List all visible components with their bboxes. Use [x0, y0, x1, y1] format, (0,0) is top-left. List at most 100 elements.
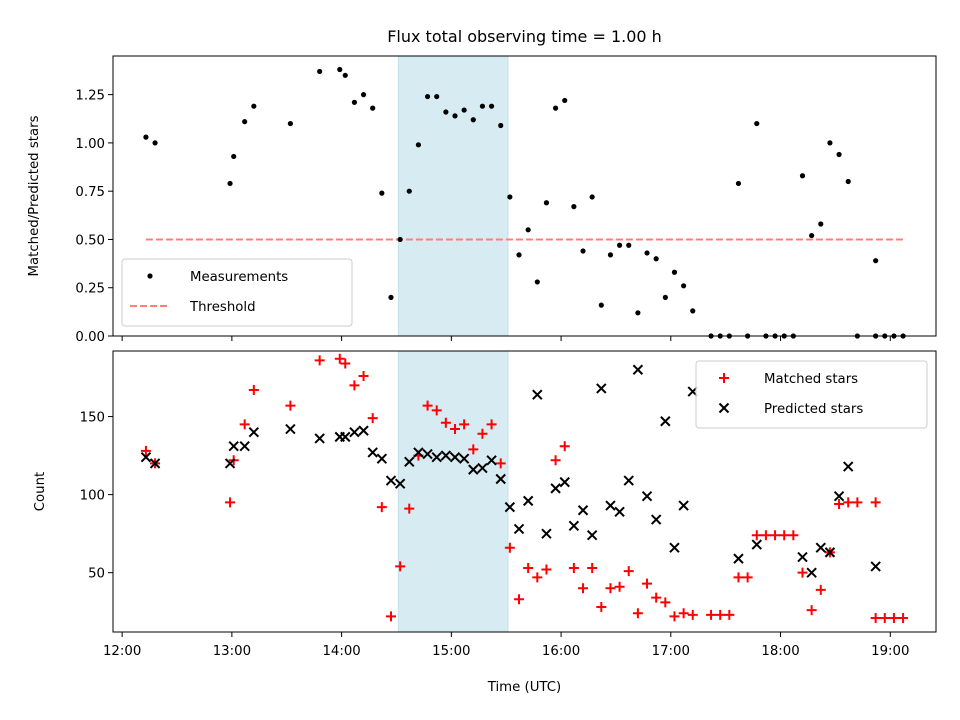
count-axes-frame [112, 350, 937, 633]
measurements-point [434, 93, 440, 100]
measurements-point [227, 180, 233, 187]
predicted-stars-point [367, 447, 378, 458]
predicted-stars-point [513, 523, 525, 535]
predicted-stars-point [678, 500, 689, 511]
measurements-point [406, 188, 412, 194]
predicted-stars-point [650, 514, 662, 525]
predicted-stars-point [458, 453, 470, 464]
matched-stars-point [340, 358, 351, 369]
matched-stars-point [788, 530, 799, 541]
measurements-point [607, 252, 614, 258]
matched-stars-point [140, 445, 151, 456]
measurements-point [671, 269, 678, 275]
matched-stars-point [815, 584, 826, 595]
predicted-stars-point [149, 458, 161, 469]
matched-stars-point [623, 566, 634, 577]
predicted-stars-point [806, 567, 817, 578]
measurements-point [552, 105, 559, 111]
measurements-point [388, 294, 394, 300]
matched-stars-point [751, 530, 762, 541]
matched-stars-point [870, 612, 881, 623]
matched-stars-point [806, 605, 817, 616]
measurements-point [589, 194, 595, 200]
predicted-stars-point [586, 530, 598, 541]
matched-stars-point [404, 503, 415, 514]
legend-matched-stars-label: Matched stars [764, 372, 858, 387]
predicted-stars-point [431, 451, 442, 463]
predicted-stars-point [413, 447, 424, 458]
matched-stars-point [248, 385, 259, 396]
predicted-stars-point [314, 433, 325, 444]
measurements-point [735, 180, 742, 187]
x-tick-label: 13:00 [213, 644, 251, 659]
measurements-point [598, 302, 604, 308]
predicted-stars-point [349, 426, 360, 438]
y-tick-label: 1.25 [75, 89, 105, 104]
y-tick-label: 100 [80, 489, 105, 504]
x-tick-label: 16:00 [542, 644, 580, 659]
predicted-stars-point [568, 520, 580, 532]
measurements-point [827, 140, 833, 146]
matched-stars-point [450, 424, 461, 435]
matched-stars-point [888, 612, 899, 623]
predicted-stars-point [394, 478, 406, 489]
matched-stars-point [495, 458, 506, 469]
matched-stars-point [843, 497, 854, 508]
matched-stars-point [532, 572, 543, 583]
legend-predicted-stars-swatch [718, 402, 730, 414]
predicted-stars-point [340, 431, 351, 443]
predicted-stars-point [824, 547, 836, 558]
predicted-stars-point [541, 528, 552, 539]
measurements-point [507, 194, 513, 200]
matched-stars-point [568, 562, 579, 573]
matched-stars-point [358, 370, 369, 381]
measurements-point [452, 113, 458, 119]
predicted-stars-point [468, 464, 479, 475]
matched-stars-point [385, 611, 396, 622]
predicted-stars-point [797, 551, 808, 563]
measurements-point [415, 142, 422, 148]
predicted-stars-point [577, 505, 589, 516]
measurements-point [424, 93, 431, 100]
predicted-stars-point [733, 553, 744, 564]
matched-stars-point [578, 583, 589, 594]
legend-box [695, 360, 928, 429]
measurements-point [644, 250, 650, 256]
measurements-point [443, 109, 449, 115]
measurements-point [360, 92, 367, 98]
matched-stars-point [660, 597, 671, 608]
y-tick-label: 0.50 [75, 233, 105, 248]
y-tick-label: 0.00 [75, 330, 105, 345]
matched-stars-point [541, 564, 552, 575]
legend-measurements-swatch [147, 273, 153, 279]
matched-stars-point [225, 497, 236, 508]
predicted-stars-point [614, 506, 625, 518]
predicted-stars-point [140, 451, 152, 463]
matched-stars-point [285, 400, 296, 411]
measurements-point [379, 190, 385, 196]
measurements-point [337, 66, 343, 73]
measurements-point [662, 294, 668, 300]
matched-stars-point [334, 353, 345, 364]
matched-stars-point [678, 608, 689, 619]
measurements-point [242, 119, 248, 125]
measurements-point [461, 107, 467, 113]
matched-stars-point [468, 444, 479, 455]
x-tick-label: 14:00 [322, 644, 360, 659]
predicted-stars-series [140, 364, 881, 578]
matched-stars-point [760, 530, 771, 541]
measurements-point [754, 120, 760, 127]
matched-stars-point [898, 612, 909, 623]
predicted-stars-point [550, 483, 561, 494]
measurements-point [152, 140, 158, 146]
matched-stars-point [349, 380, 360, 391]
x-tick-label: 12:00 [103, 644, 141, 659]
measurements-point [818, 221, 824, 227]
predicted-stars-point [422, 448, 433, 460]
predicted-stars-point [843, 461, 854, 472]
x-tick-label: 15:00 [432, 644, 470, 659]
y-tick-label: 1.00 [75, 137, 105, 152]
measurements-point [251, 103, 257, 109]
